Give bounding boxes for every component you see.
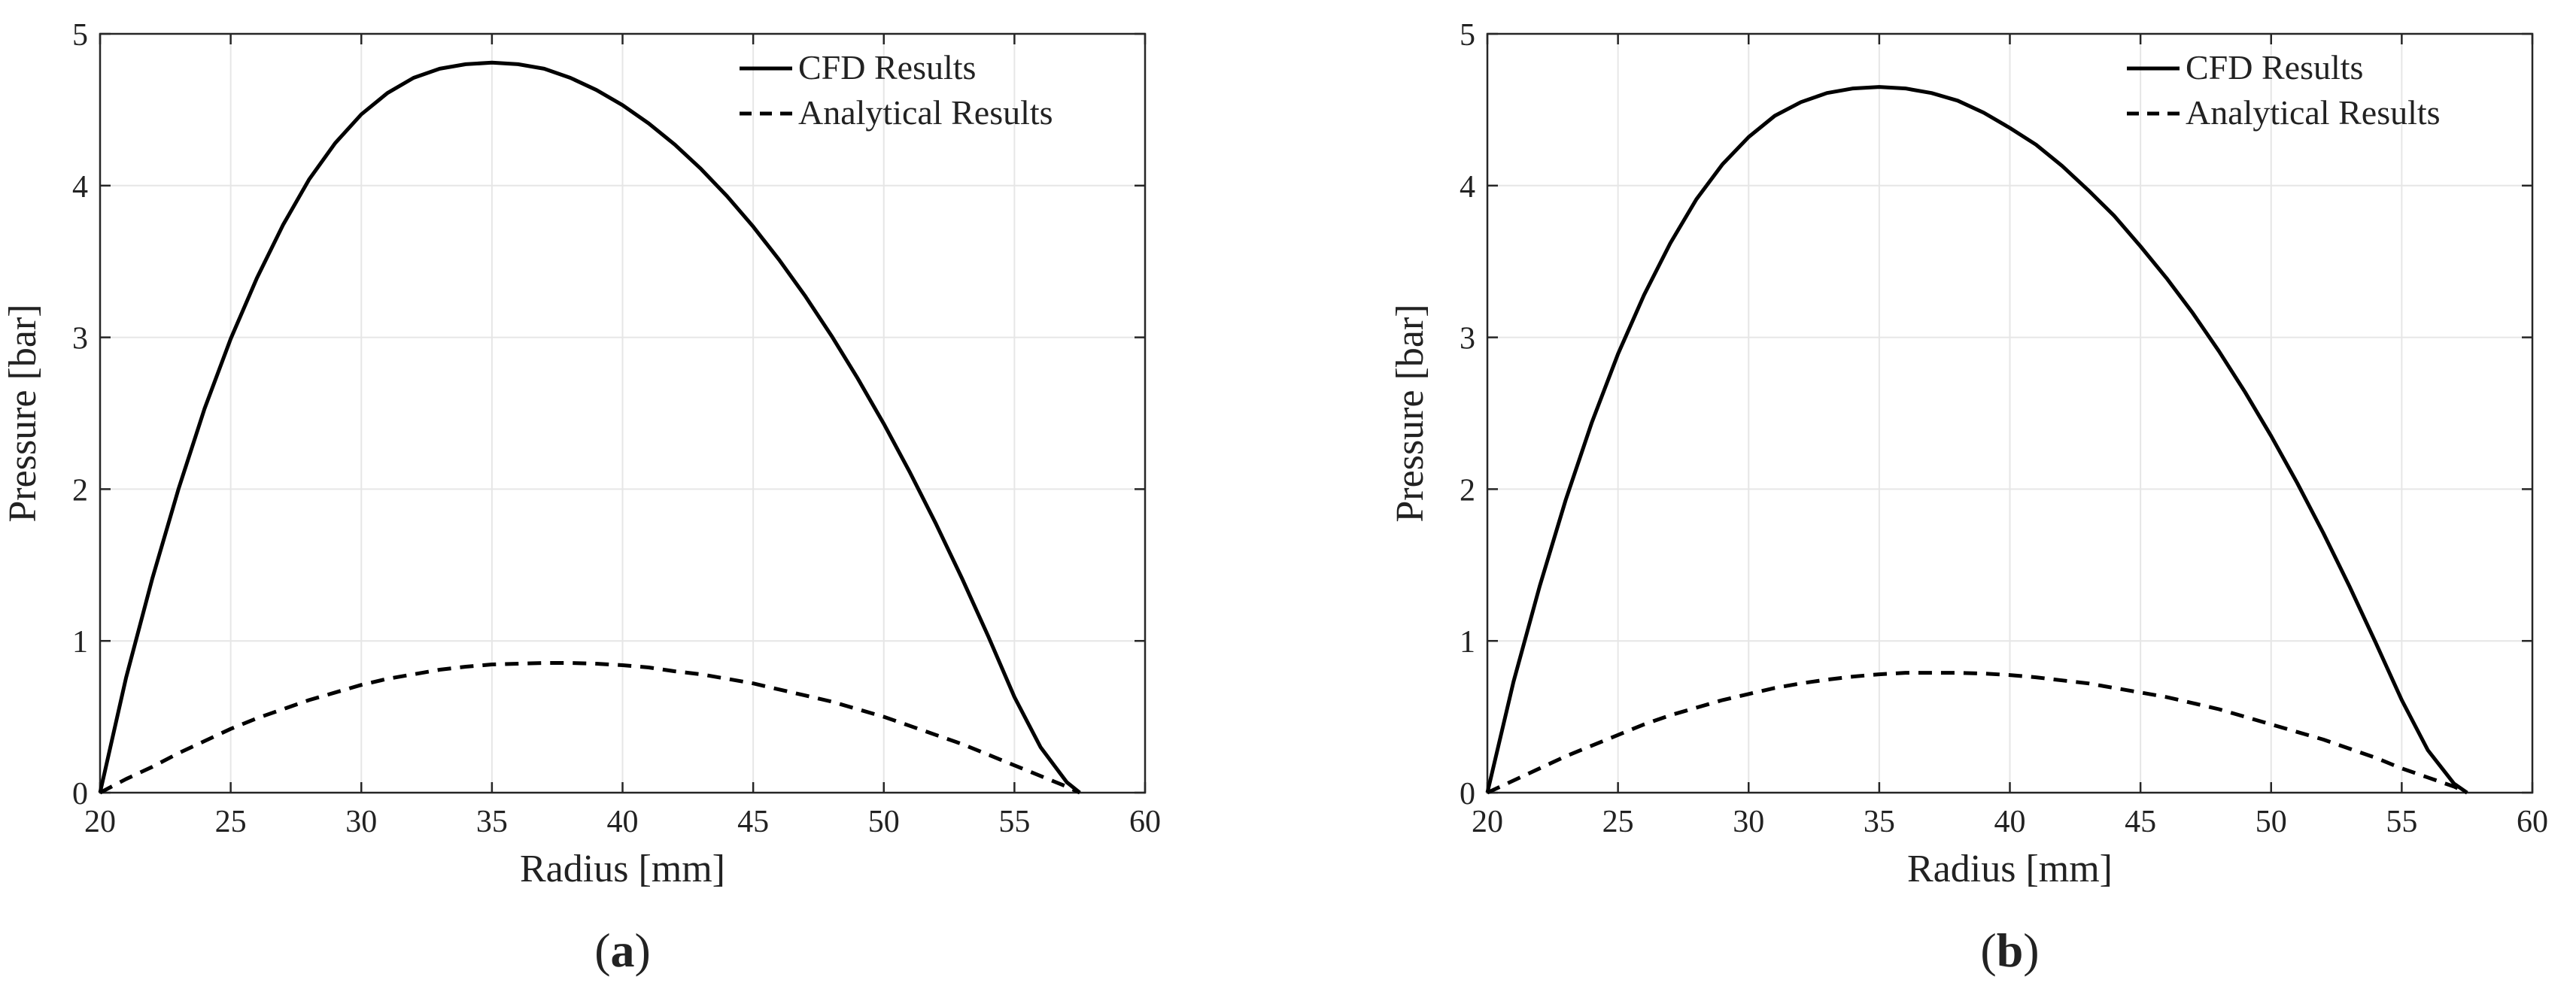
y-tick-label: 3 bbox=[72, 322, 88, 356]
x-tick-label: 40 bbox=[1994, 805, 2026, 839]
series-line-cfd bbox=[98, 60, 1081, 794]
y-tick-label: 0 bbox=[72, 777, 88, 811]
x-tick-label: 50 bbox=[2256, 805, 2287, 839]
x-tick-label: 30 bbox=[345, 805, 377, 839]
legend-entry: Analytical Results bbox=[2186, 93, 2441, 132]
x-tick-label: 55 bbox=[998, 805, 1030, 839]
x-tick-label: 45 bbox=[737, 805, 769, 839]
panel-label: (b) bbox=[1980, 924, 2039, 977]
x-axis-label: Radius [mm] bbox=[1907, 848, 2113, 890]
panel-label: (a) bbox=[594, 924, 651, 977]
y-axis-label: Pressure [bar] bbox=[2, 304, 44, 522]
legend-entry: CFD Results bbox=[798, 48, 976, 86]
y-tick-label: 5 bbox=[1460, 18, 1475, 53]
x-tick-label: 20 bbox=[1472, 805, 1503, 839]
y-tick-label: 2 bbox=[72, 473, 88, 508]
x-tick-label: 35 bbox=[476, 805, 508, 839]
x-tick-label: 30 bbox=[1733, 805, 1764, 839]
y-tick-label: 1 bbox=[1460, 625, 1475, 660]
x-tick-label: 25 bbox=[1602, 805, 1634, 839]
x-tick-label: 55 bbox=[2386, 805, 2417, 839]
series-line-analytical bbox=[1486, 671, 2468, 795]
y-tick-label: 4 bbox=[1460, 170, 1475, 205]
series-line-cfd bbox=[1485, 85, 2468, 795]
x-tick-label: 20 bbox=[84, 805, 116, 839]
x-axis-label: Radius [mm] bbox=[520, 848, 725, 890]
y-tick-label: 4 bbox=[72, 170, 88, 205]
y-tick-label: 1 bbox=[72, 625, 88, 660]
y-tick-label: 3 bbox=[1460, 322, 1475, 356]
x-tick-label: 50 bbox=[868, 805, 900, 839]
y-tick-label: 5 bbox=[72, 18, 88, 53]
legend-entry: Analytical Results bbox=[798, 93, 1053, 132]
x-tick-label: 60 bbox=[1129, 805, 1161, 839]
x-tick-label: 35 bbox=[1864, 805, 1895, 839]
legend-entry: CFD Results bbox=[2186, 48, 2363, 86]
x-tick-label: 60 bbox=[2517, 805, 2548, 839]
y-tick-label: 2 bbox=[1460, 473, 1475, 508]
y-axis-label: Pressure [bar] bbox=[1389, 304, 1432, 522]
y-tick-label: 0 bbox=[1460, 777, 1475, 811]
x-tick-label: 25 bbox=[215, 805, 247, 839]
x-tick-label: 45 bbox=[2125, 805, 2156, 839]
x-tick-label: 40 bbox=[607, 805, 639, 839]
series-line-analytical bbox=[99, 661, 1081, 795]
